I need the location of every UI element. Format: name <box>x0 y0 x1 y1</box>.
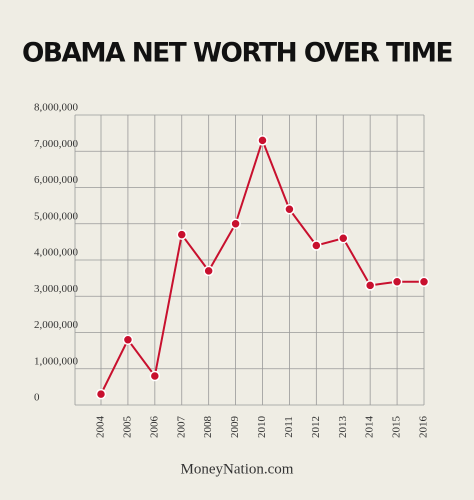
x-tick-label: 2011 <box>283 416 295 438</box>
y-tick-label: 5,000,000 <box>34 210 79 222</box>
x-tick-label: 2009 <box>229 416 241 439</box>
point <box>338 233 349 244</box>
point <box>418 276 430 287</box>
y-tick-label: 3,000,000 <box>34 283 79 295</box>
y-tick-label: 8,000,000 <box>34 102 79 114</box>
chart-title: OBAMA NET WORTH OVER TIME <box>22 38 452 69</box>
x-tick-label: 2015 <box>391 416 403 439</box>
point <box>284 204 295 215</box>
x-tick-label: 2012 <box>310 416 322 438</box>
point <box>122 334 134 345</box>
point <box>230 218 241 229</box>
y-tick-label: 6,000,000 <box>34 174 79 186</box>
x-tick-label: 2007 <box>175 416 187 439</box>
point <box>95 388 107 400</box>
x-tick-label: 2013 <box>337 416 349 439</box>
y-tick-label: 4,000,000 <box>34 247 79 259</box>
point <box>203 265 214 277</box>
point <box>364 280 376 291</box>
y-tick-label: 1,000,000 <box>34 355 79 367</box>
y-tick-label: 7,000,000 <box>34 138 79 150</box>
y-tick-label: 2,000,000 <box>34 319 79 331</box>
x-tick-label: 2014 <box>364 416 376 439</box>
x-tick-label: 2005 <box>121 416 133 439</box>
point <box>257 135 268 146</box>
x-tick-label: 2006 <box>148 416 160 439</box>
footer: MoneyNation.com <box>181 461 294 477</box>
x-tick-label: 2004 <box>95 416 107 439</box>
point <box>391 276 403 287</box>
x-tick-label: 2010 <box>256 416 268 439</box>
point <box>176 229 187 240</box>
x-tick-label: 2008 <box>202 416 214 439</box>
point <box>311 240 322 251</box>
x-tick-label: 2016 <box>418 416 430 439</box>
point <box>149 370 161 382</box>
y-tick-label: 0 <box>34 392 40 404</box>
